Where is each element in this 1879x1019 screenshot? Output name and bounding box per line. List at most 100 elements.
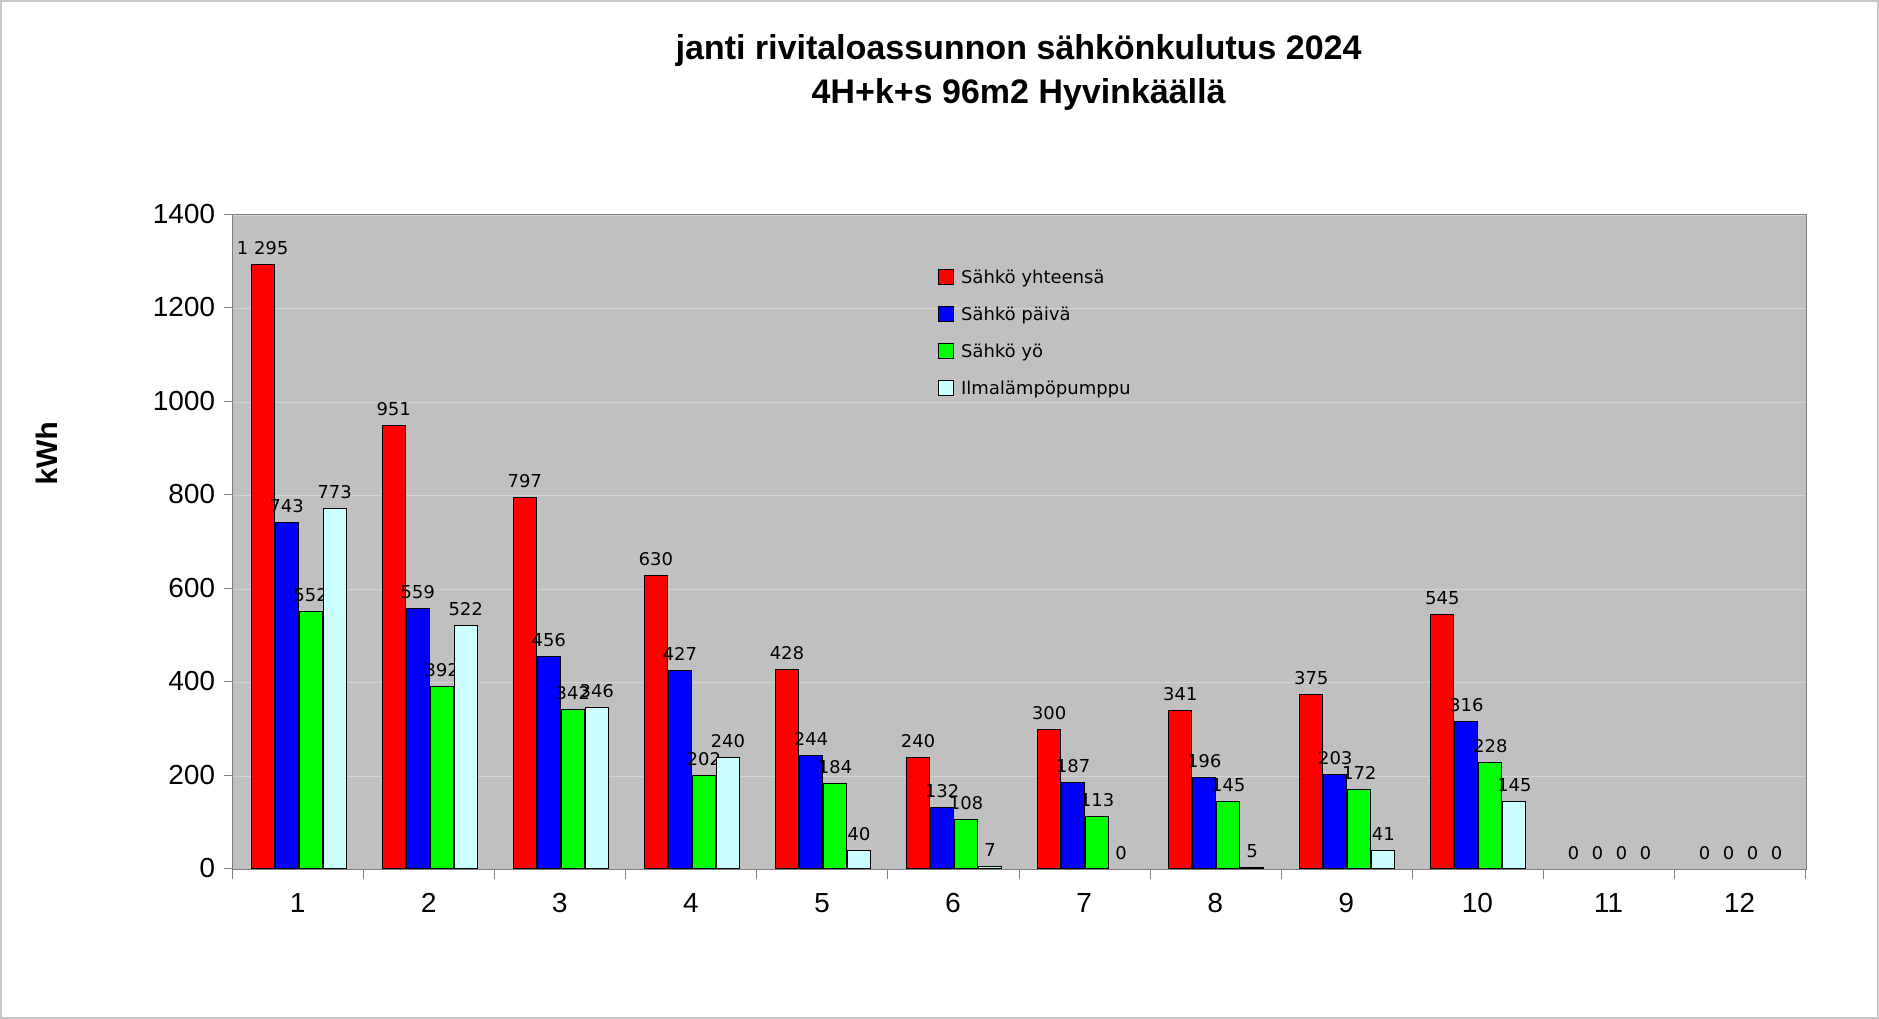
legend-label: Sähkö yhteensä bbox=[961, 266, 1105, 288]
bar bbox=[298, 611, 323, 869]
bar-value-label: 559 bbox=[400, 582, 435, 603]
bar-value-label: 5 bbox=[1246, 841, 1258, 862]
x-axis-tick-mark bbox=[1805, 870, 1806, 879]
y-axis-tick-mark bbox=[224, 587, 233, 589]
bar-value-label: 0 bbox=[1591, 843, 1604, 864]
bar-value-label: 0 bbox=[1746, 843, 1759, 864]
x-axis-tick-mark bbox=[756, 870, 757, 879]
x-axis-tick-mark bbox=[1543, 870, 1544, 879]
bar-value-label: 40 bbox=[847, 824, 871, 845]
x-axis-tick-mark bbox=[1674, 870, 1675, 879]
x-axis-tick-mark bbox=[363, 870, 364, 879]
bar-value-label: 346 bbox=[579, 681, 614, 702]
bar bbox=[1323, 774, 1348, 869]
bar-value-label: 428 bbox=[769, 643, 805, 664]
plot-area: 1 295 743 552 773 951 559 392 522 797 456 342 346 63… bbox=[232, 214, 1807, 870]
x-axis-category-label: 4 bbox=[683, 887, 699, 918]
bar bbox=[1192, 777, 1217, 869]
bar bbox=[774, 669, 799, 869]
bar bbox=[905, 757, 930, 869]
gridline bbox=[233, 495, 1806, 497]
x-axis-category-label: 12 bbox=[1723, 887, 1756, 918]
bar-value-label: 0 bbox=[1770, 843, 1783, 864]
y-axis-title: kWh bbox=[31, 421, 64, 485]
x-axis-category-label: 5 bbox=[814, 887, 830, 918]
bar-value-label: 172 bbox=[1342, 763, 1377, 784]
bar-value-label: 427 bbox=[662, 644, 697, 665]
bar bbox=[822, 783, 847, 869]
bar-value-label: 132 bbox=[924, 781, 960, 802]
bar-value-label: 244 bbox=[793, 729, 829, 750]
bar bbox=[798, 755, 823, 869]
legend-item: Sähkö päivä bbox=[938, 303, 1131, 325]
bar-value-label: 743 bbox=[269, 496, 304, 517]
bar-value-label: 184 bbox=[817, 757, 853, 778]
y-axis-tick-label: 0 bbox=[199, 852, 215, 883]
x-axis-category-label: 1 bbox=[289, 887, 306, 918]
bar-value-label: 0 bbox=[1615, 843, 1628, 864]
bar-value-label: 0 bbox=[1722, 843, 1735, 864]
y-axis-tick-label: 1000 bbox=[152, 384, 215, 416]
x-axis-category-label: 9 bbox=[1338, 887, 1354, 918]
y-axis-tick-mark bbox=[224, 214, 233, 215]
x-axis-tick-mark bbox=[1412, 870, 1413, 879]
bar bbox=[691, 775, 716, 869]
x-axis-tick-mark bbox=[625, 870, 626, 879]
bar bbox=[1430, 614, 1455, 869]
bar bbox=[453, 625, 478, 869]
bar bbox=[1061, 782, 1086, 869]
x-axis-category-label: 3 bbox=[551, 887, 568, 918]
bar-value-label: 0 bbox=[1639, 843, 1652, 864]
bar bbox=[584, 707, 609, 869]
bar bbox=[1168, 710, 1193, 869]
bar bbox=[381, 425, 406, 869]
bar bbox=[846, 850, 871, 869]
bar-value-label: 1 295 bbox=[236, 238, 289, 259]
x-axis-tick-mark bbox=[232, 870, 233, 879]
bar-value-label: 375 bbox=[1294, 668, 1329, 689]
y-axis-tick-label: 400 bbox=[168, 665, 215, 697]
bar bbox=[1216, 801, 1241, 869]
bar-value-label: 203 bbox=[1318, 748, 1353, 769]
y-axis-tick-label: 1400 bbox=[152, 198, 215, 229]
bar bbox=[536, 656, 561, 869]
bar-value-label: 300 bbox=[1031, 703, 1067, 724]
x-axis-category-label: 10 bbox=[1461, 887, 1493, 918]
bar bbox=[1347, 789, 1372, 869]
x-axis-tick-mark bbox=[887, 870, 888, 879]
y-axis-tick-label: 800 bbox=[168, 478, 215, 510]
x-axis-tick-mark bbox=[494, 870, 495, 879]
bar-value-label: 392 bbox=[424, 660, 459, 681]
y-axis-tick-mark bbox=[224, 774, 233, 776]
bar bbox=[405, 608, 430, 869]
bar-value-label: 316 bbox=[1449, 695, 1484, 716]
x-axis-tick-mark bbox=[1019, 870, 1020, 879]
gridline bbox=[233, 215, 1806, 216]
bar bbox=[1454, 721, 1479, 869]
bar bbox=[429, 686, 454, 869]
x-axis-tick-mark bbox=[1150, 870, 1151, 879]
legend-label: Sähkö päivä bbox=[961, 303, 1071, 325]
y-axis-tick-label: 200 bbox=[168, 758, 215, 790]
bar-value-label: 108 bbox=[948, 793, 984, 814]
x-axis-category-label: 8 bbox=[1207, 887, 1223, 918]
bar-value-label: 240 bbox=[900, 731, 936, 752]
bar bbox=[715, 757, 740, 869]
chart-title-line2: 4H+k+s 96m2 Hyvinkäällä bbox=[811, 73, 1226, 111]
bar-value-label: 228 bbox=[1473, 736, 1508, 757]
bar bbox=[977, 866, 1002, 869]
bar bbox=[1240, 867, 1265, 869]
gridline bbox=[233, 308, 1806, 310]
y-axis-tick-label: 1200 bbox=[152, 291, 215, 323]
bar-value-label: 202 bbox=[686, 749, 721, 770]
bar bbox=[1371, 850, 1396, 869]
bar-value-label: 41 bbox=[1371, 824, 1395, 845]
legend-item: Sähkö yö bbox=[938, 340, 1131, 362]
bar bbox=[929, 807, 954, 869]
bar-value-label: 797 bbox=[507, 471, 542, 492]
bar bbox=[560, 709, 585, 869]
y-axis-tick-label: 600 bbox=[168, 571, 215, 603]
legend-label: Sähkö yö bbox=[961, 340, 1044, 362]
bar-value-label: 522 bbox=[448, 599, 483, 620]
chart-title-line1: janti rivitaloassunnon sähkönkulutus 202… bbox=[675, 29, 1362, 67]
